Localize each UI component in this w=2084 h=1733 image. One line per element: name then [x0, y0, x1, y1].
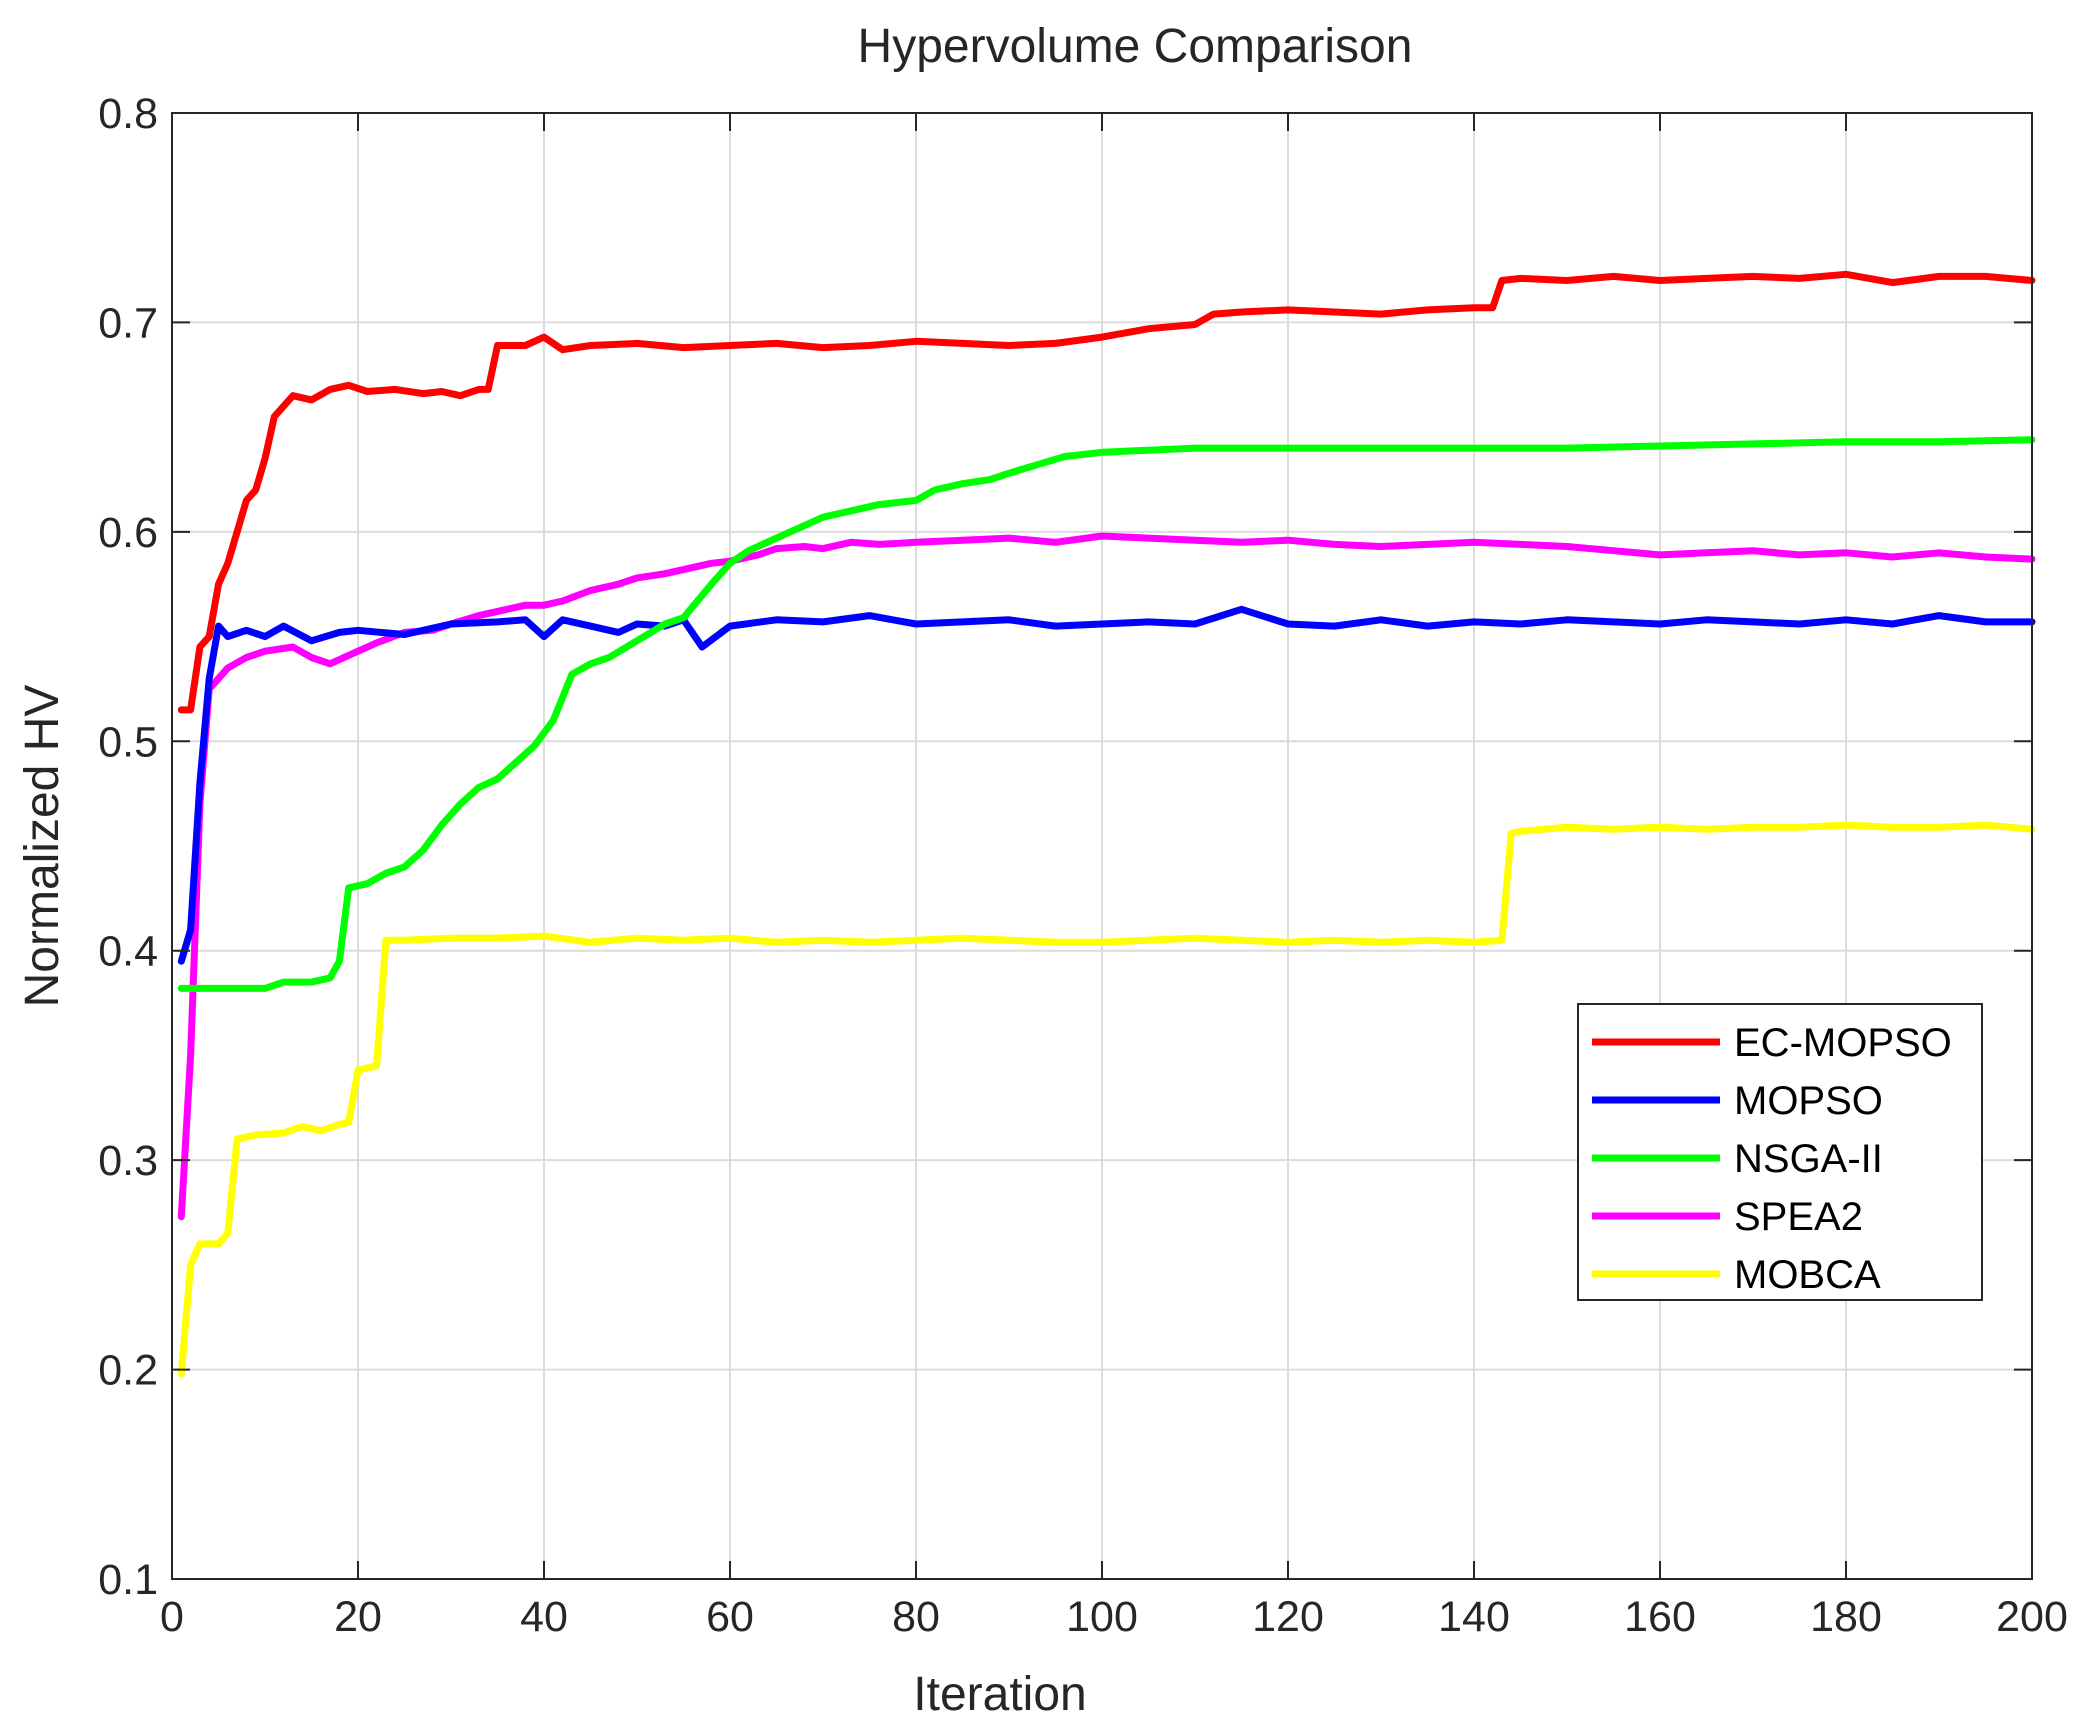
x-tick-label: 160	[1624, 1593, 1696, 1641]
x-tick-label: 20	[334, 1593, 382, 1641]
series-line-mobca	[177, 821, 2036, 1378]
ticks-layer: 0 20 40 60 80 100 120 140 160 180 200 0.1 0.2 0.3 0.4 0…	[98, 90, 2068, 1641]
series-layer	[177, 270, 2036, 1378]
x-tick-label: 80	[892, 1593, 940, 1641]
series-line-nsga-ii	[177, 436, 2036, 992]
legend-label-mopso: MOPSO	[1734, 1079, 1883, 1123]
x-tick-label: 40	[520, 1593, 568, 1641]
legend-label-mobca: MOBCA	[1734, 1253, 1881, 1297]
series-line-ec-mopso	[177, 270, 2036, 714]
legend-label-spea2: SPEA2	[1734, 1195, 1863, 1239]
legend-label-ec-mopso: EC-MOPSO	[1734, 1021, 1952, 1065]
y-tick-label: 0.8	[98, 90, 158, 138]
legend-label-nsga-ii: NSGA-II	[1734, 1137, 1883, 1181]
x-tick-label: 100	[1066, 1593, 1138, 1641]
y-tick-label: 0.2	[98, 1347, 158, 1395]
x-tick-label: 120	[1252, 1593, 1324, 1641]
series-line-spea2	[177, 532, 2036, 1221]
y-tick-label: 0.5	[98, 718, 158, 766]
legend: EC-MOPSO MOPSO NSGA-II SPEA2 MOBCA	[1577, 1003, 1983, 1301]
series-line-mopso	[177, 605, 2036, 965]
y-tick-label: 0.6	[98, 509, 158, 557]
legend-box	[1577, 1003, 1983, 1301]
y-tick-label: 0.4	[98, 928, 158, 976]
x-tick-label: 60	[706, 1593, 754, 1641]
x-tick-label: 200	[1996, 1593, 2068, 1641]
chart-title: Hypervolume Comparison	[858, 20, 1413, 73]
x-tick-label: 180	[1810, 1593, 1882, 1641]
x-axis-title: Iteration	[913, 1668, 1086, 1721]
y-tick-label: 0.7	[98, 299, 158, 347]
y-tick-label: 0.1	[98, 1556, 158, 1604]
x-tick-label: 140	[1438, 1593, 1510, 1641]
y-tick-label: 0.3	[98, 1137, 158, 1185]
y-axis-title: Normalized HV	[16, 685, 69, 1008]
x-tick-label: 0	[160, 1593, 184, 1641]
